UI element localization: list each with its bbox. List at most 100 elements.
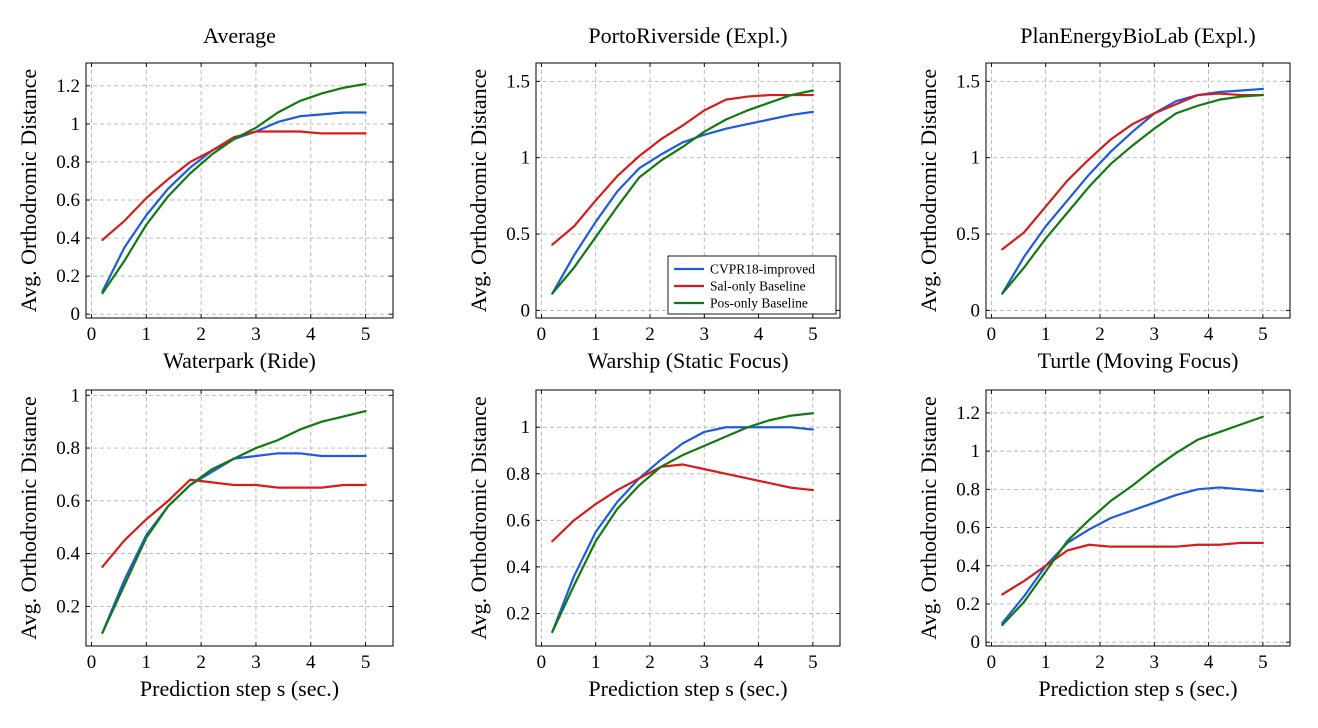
x-tick-label: 3: [700, 324, 710, 345]
plot-frame: [985, 389, 1291, 647]
series-line-pos-only-baseline: [551, 89, 814, 295]
x-tick-label: 1: [1041, 652, 1051, 673]
x-axis-label: Prediction step s (sec.): [140, 676, 339, 701]
x-tick-label: 1: [142, 324, 152, 345]
legend-label: Sal-only Baseline: [710, 279, 806, 294]
y-tick-label: 1.5: [506, 71, 530, 92]
y-tick-label: 0.6: [56, 190, 80, 211]
y-tick-label: 1.2: [56, 76, 80, 97]
y-tick-label: 1: [971, 441, 981, 462]
y-tick-label: 1.5: [956, 71, 980, 92]
y-tick-label: 0: [971, 300, 981, 321]
x-tick-label: 0: [987, 324, 997, 345]
x-axis-label: Prediction step s (sec.): [588, 676, 787, 701]
y-tick-label: 0.2: [56, 266, 80, 287]
y-tick-label: 0: [971, 632, 981, 653]
y-tick-label: 0.8: [56, 438, 80, 459]
y-tick-label: 0.2: [56, 596, 80, 617]
plot-frame: [535, 62, 841, 319]
x-axis-label: Warship (Static Focus): [587, 348, 788, 373]
plot-frame: [535, 389, 841, 647]
series-line-sal-only-baseline: [101, 130, 367, 242]
chart-panel-5: 0 1 2 3 4 5 0.2 0.4 0.6 0.8 1 Prediction step s (se…: [466, 389, 841, 701]
y-tick-label: 1: [71, 114, 81, 135]
x-tick-label: 5: [1258, 652, 1268, 673]
plot-frame: [85, 389, 394, 647]
x-tick-label: 3: [251, 652, 261, 673]
chart-panel-6: 0 1 2 3 4 5 0 0.2 0.4 0.6 0.8 1 1.2 Prediction step s…: [916, 389, 1291, 701]
legend: CVPR18-improved Sal-only Baseline Pos-only…: [667, 255, 837, 315]
x-tick-label: 1: [142, 652, 152, 673]
series-line-sal-only-baseline: [101, 478, 367, 568]
x-tick-label: 3: [251, 324, 261, 345]
legend-label: Pos-only Baseline: [710, 296, 808, 311]
y-tick-label: 0.8: [506, 464, 530, 485]
series-line-cvpr18-improved: [1001, 486, 1264, 625]
series-line-pos-only-baseline: [101, 82, 367, 295]
x-tick-label: 4: [754, 652, 764, 673]
y-axis-label: Avg. Orthodromic Distance: [16, 396, 41, 639]
chart-panel-4: 0 1 2 3 4 5 0.2 0.4 0.6 0.8 1 Prediction step s (se…: [16, 385, 394, 701]
x-tick-label: 3: [1150, 324, 1160, 345]
x-tick-label: 3: [700, 652, 710, 673]
y-tick-label: 0.6: [956, 518, 980, 539]
x-tick-label: 1: [591, 324, 601, 345]
series-line-pos-only-baseline: [101, 410, 367, 634]
y-tick-label: 0: [71, 304, 81, 325]
x-tick-label: 5: [361, 324, 371, 345]
x-tick-label: 5: [361, 652, 371, 673]
x-tick-label: 2: [645, 652, 655, 673]
y-axis-label: Avg. Orthodromic Distance: [916, 69, 941, 312]
y-tick-label: 0.5: [956, 224, 980, 245]
chart-panel-3: 0 1 2 3 4 5 0 0.5 1 1.5 PlanEnergyBioLab (Expl.) Tu…: [916, 23, 1291, 373]
y-tick-label: 1.2: [956, 403, 980, 424]
y-tick-label: 0.6: [506, 510, 530, 531]
y-tick-label: 0.4: [506, 557, 530, 578]
x-tick-label: 0: [87, 324, 97, 345]
x-tick-label: 1: [1041, 324, 1051, 345]
chart-panel-1: 0 1 2 3 4 5 0 0.2 0.4 0.6 0.8 1 1.2 Average Waterpark …: [16, 23, 394, 373]
x-tick-label: 2: [1095, 324, 1105, 345]
series-line-sal-only-baseline: [551, 93, 814, 246]
x-axis-label: Turtle (Moving Focus): [1038, 348, 1239, 373]
plot-frame: [85, 62, 394, 319]
chart-panel-2: 0 1 2 3 4 5 0 0.5 1 1.5 PortoRiverside (Expl.) Wars…: [466, 23, 841, 373]
x-tick-label: 3: [1150, 652, 1160, 673]
x-tick-label: 4: [1204, 324, 1214, 345]
y-tick-label: 0.2: [956, 594, 980, 615]
y-axis-label: Avg. Orthodromic Distance: [16, 69, 41, 312]
y-tick-label: 1: [521, 148, 531, 169]
series-line-sal-only-baseline: [551, 463, 814, 543]
series-line-pos-only-baseline: [1001, 415, 1264, 627]
x-tick-label: 0: [987, 652, 997, 673]
series-line-sal-only-baseline: [1001, 92, 1264, 251]
y-tick-label: 1: [521, 417, 531, 438]
y-tick-label: 1: [71, 385, 81, 406]
y-axis-label: Avg. Orthodromic Distance: [466, 69, 491, 312]
x-tick-label: 2: [1095, 652, 1105, 673]
series-line-cvpr18-improved: [551, 426, 814, 634]
x-tick-label: 1: [591, 652, 601, 673]
y-tick-label: 0.4: [56, 228, 80, 249]
series-line-sal-only-baseline: [1001, 541, 1264, 596]
y-tick-label: 0.2: [506, 603, 530, 624]
legend-label: CVPR18-improved: [710, 262, 815, 277]
x-tick-label: 4: [1204, 652, 1214, 673]
x-tick-label: 4: [754, 324, 764, 345]
y-tick-label: 0.4: [56, 544, 80, 565]
series-line-pos-only-baseline: [1001, 93, 1264, 295]
x-tick-label: 2: [196, 652, 206, 673]
x-tick-label: 4: [306, 652, 316, 673]
x-tick-label: 4: [306, 324, 316, 345]
x-tick-label: 0: [537, 324, 547, 345]
series-line-pos-only-baseline: [551, 412, 814, 634]
y-axis-label: Avg. Orthodromic Distance: [466, 396, 491, 639]
x-axis-label: Prediction step s (sec.): [1038, 676, 1237, 701]
chart-title: Average: [203, 23, 276, 48]
x-tick-label: 2: [645, 324, 655, 345]
y-tick-label: 0.8: [56, 152, 80, 173]
y-axis-label: Avg. Orthodromic Distance: [916, 396, 941, 639]
y-tick-label: 0.8: [956, 479, 980, 500]
series-line-cvpr18-improved: [1001, 87, 1264, 295]
y-tick-label: 0.5: [506, 224, 530, 245]
